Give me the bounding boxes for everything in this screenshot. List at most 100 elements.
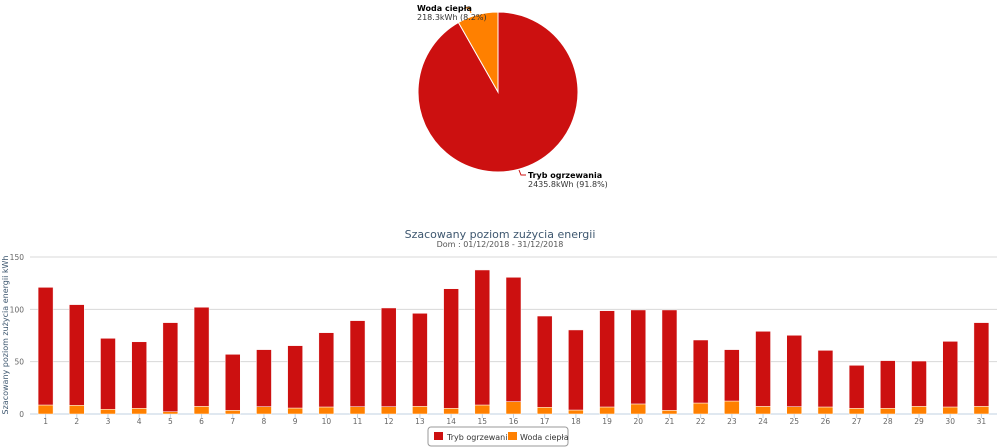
bar-tryb-18[interactable] [568,329,584,411]
x-tick-label: 8 [262,417,267,426]
bar-woda-2[interactable] [69,405,85,415]
bar-tryb-24[interactable] [755,331,771,407]
pie-label-tryb: Tryb ogrzewania 2435.8kWh (91.8%) [518,169,608,189]
legend-item-tryb[interactable]: Tryb ogrzewania [434,432,512,442]
bar-woda-5[interactable] [162,411,179,415]
x-tick-label: 13 [415,417,425,426]
y-tick-label: 0 [19,410,24,419]
x-tick-label: 11 [353,417,363,426]
x-tick-label: 21 [665,417,675,426]
x-tick-label: 9 [293,417,298,426]
bar-tryb-12[interactable] [380,307,397,407]
x-tick-label: 15 [478,417,488,426]
bar-woda-9[interactable] [287,407,303,415]
bar-chart-subtitle: Dom : 01/12/2018 - 31/12/2018 [437,240,564,249]
bar-woda-14[interactable] [443,408,459,415]
bar-woda-27[interactable] [848,408,865,415]
bar-tryb-10[interactable] [318,332,335,408]
x-tick-label: 20 [634,417,644,426]
bar-tryb-1[interactable] [37,287,54,406]
bar-woda-25[interactable] [786,406,802,415]
bar-woda-12[interactable] [380,406,397,415]
x-tick-label: 4 [137,417,142,426]
legend-box [427,426,569,447]
legend-swatch-woda [508,432,517,440]
bar-tryb-27[interactable] [848,365,865,409]
bar-tryb-8[interactable] [256,349,272,407]
x-tick-label: 22 [696,417,706,426]
bar-woda-21[interactable] [661,410,678,415]
legend-label-tryb: Tryb ogrzewania [446,433,512,442]
bar-tryb-29[interactable] [911,360,927,407]
x-tick-label: 25 [789,417,799,426]
bar-tryb-3[interactable] [100,338,116,410]
x-tick-label: 27 [852,417,862,426]
pie-label-woda: Woda ciepła 218.3kWh (8.2%) [417,4,487,22]
bar-tryb-30[interactable] [942,341,958,408]
bar-tryb-19[interactable] [599,310,615,408]
y-tick-label: 150 [10,253,25,262]
x-ticks: 1 2 3 4 5 6 7 8 9 10 11 12 13 14 15 16 17 18 19 20 21 22 23 24 2… [43,414,986,426]
x-tick-label: 26 [821,417,831,426]
bar-tryb-9[interactable] [287,345,303,409]
bar-woda-18[interactable] [568,409,584,415]
bar-woda-20[interactable] [630,403,647,415]
bar-tryb-15[interactable] [474,269,491,406]
bar-woda-15[interactable] [474,404,491,415]
x-tick-label: 23 [727,417,737,426]
bar-woda-23[interactable] [724,400,740,415]
bar-tryb-5[interactable] [162,322,179,412]
bar-tryb-2[interactable] [69,304,85,406]
bar-woda-16[interactable] [505,401,522,415]
bar-tryb-26[interactable] [817,350,834,408]
x-tick-label: 7 [230,417,235,426]
bar-tryb-14[interactable] [443,288,459,409]
bar-woda-31[interactable] [973,406,990,415]
x-tick-label: 19 [602,417,612,426]
bar-woda-30[interactable] [942,406,958,415]
bar-tryb-28[interactable] [880,360,896,409]
bar-woda-3[interactable] [100,409,116,415]
bar-tryb-13[interactable] [412,313,428,407]
bar-woda-17[interactable] [536,407,553,415]
bar-tryb-31[interactable] [973,322,990,407]
x-tick-label: 30 [945,417,955,426]
bar-woda-4[interactable] [131,408,147,415]
bar-woda-1[interactable] [37,404,54,415]
bar-woda-8[interactable] [256,406,272,415]
pie-connector-tryb [518,169,526,176]
x-tick-label: 6 [199,417,204,426]
bar-tryb-4[interactable] [131,341,147,409]
bar-tryb-17[interactable] [536,315,553,408]
bar-woda-28[interactable] [880,408,896,415]
bar-woda-11[interactable] [349,406,366,415]
bar-woda-10[interactable] [318,406,335,415]
bar-tryb-11[interactable] [349,320,366,407]
bar-tryb-20[interactable] [630,309,647,405]
x-tick-label: 29 [914,417,924,426]
bar-tryb-16[interactable] [505,277,522,402]
bar-tryb-23[interactable] [724,349,740,402]
bar-woda-24[interactable] [755,406,771,415]
y-tick-label: 100 [10,305,25,314]
bar-woda-6[interactable] [193,406,210,415]
pie-slice-1[interactable] [457,11,499,94]
bar-tryb-7[interactable] [225,354,241,411]
legend-item-woda[interactable]: Woda ciepła [508,432,569,442]
bars [37,269,990,415]
x-tick-label: 2 [74,417,79,426]
bar-woda-22[interactable] [692,402,709,415]
bar-tryb-21[interactable] [661,309,678,411]
bar-woda-13[interactable] [412,406,428,415]
x-tick-label: 24 [758,417,768,426]
bar-tryb-22[interactable] [692,339,709,404]
x-tick-label: 1 [43,417,48,426]
bar-woda-19[interactable] [599,406,615,415]
y-tick-label: 50 [14,358,24,367]
bar-woda-7[interactable] [225,410,241,415]
bar-woda-26[interactable] [817,406,834,415]
bar-tryb-6[interactable] [193,306,210,407]
bar-woda-29[interactable] [911,406,927,415]
pie-chart [417,11,579,173]
bar-tryb-25[interactable] [786,335,802,407]
